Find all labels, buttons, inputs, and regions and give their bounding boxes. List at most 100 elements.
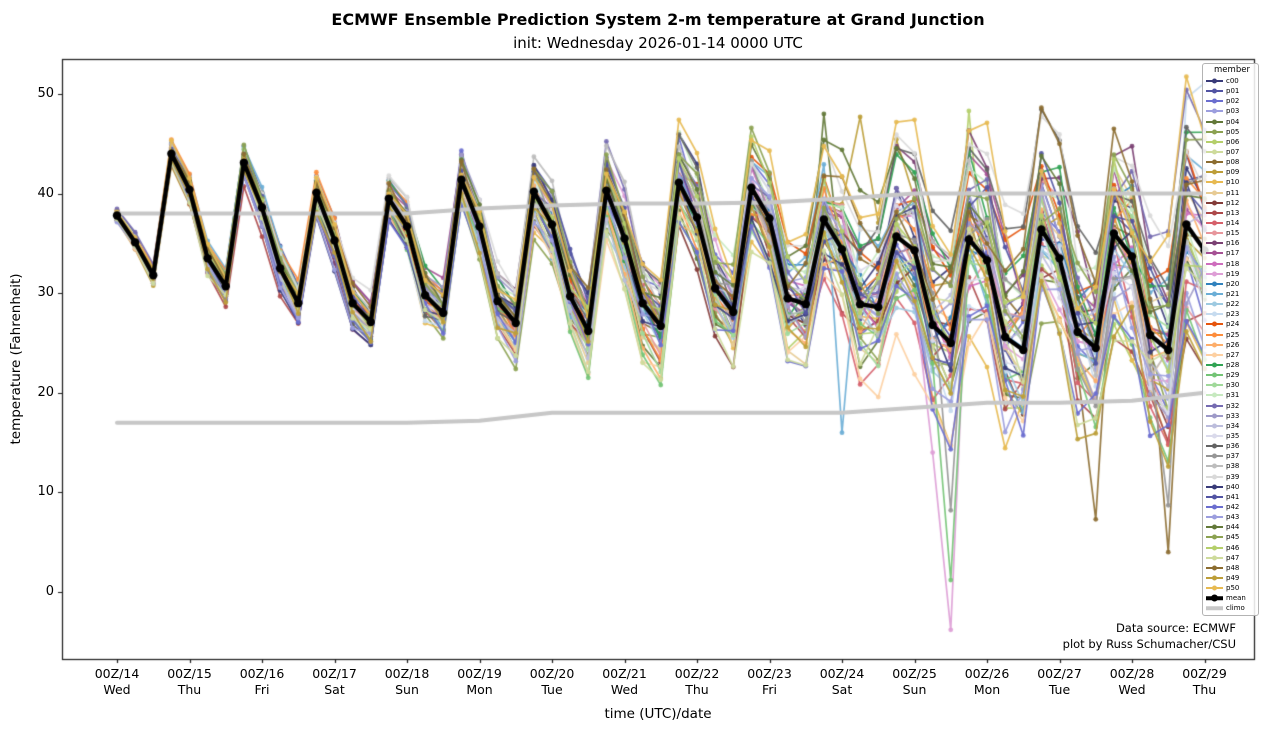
legend-key-line <box>1206 594 1223 603</box>
legend-key-line <box>1206 290 1223 299</box>
legend-key-line <box>1206 168 1223 177</box>
legend-key-line <box>1206 239 1223 248</box>
legend-key-line <box>1206 401 1223 410</box>
legend-key-line <box>1206 563 1223 572</box>
legend-key-line <box>1206 604 1223 613</box>
legend-item-label: p10 <box>1226 178 1240 187</box>
x-tick-utc: 00Z/28 <box>1109 666 1155 681</box>
x-tick-day: Thu <box>1192 682 1217 697</box>
legend-item-label: p37 <box>1226 452 1240 461</box>
x-tick-day: Tue <box>1048 682 1071 697</box>
legend-key-line <box>1206 117 1223 126</box>
legend-item-p21: p21 <box>1206 289 1258 299</box>
legend-item-label: p32 <box>1226 401 1240 410</box>
x-tick-label: 00Z/14 Wed <box>82 666 152 698</box>
legend-key-line <box>1206 573 1223 582</box>
legend-item-p45: p45 <box>1206 532 1258 542</box>
legend-item-p46: p46 <box>1206 542 1258 552</box>
legend-item-label: p34 <box>1226 421 1240 430</box>
legend-item-label: p36 <box>1226 442 1240 451</box>
x-tick-utc: 00Z/22 <box>674 666 720 681</box>
legend-item-climo: climo <box>1206 603 1258 613</box>
legend-item-label: p15 <box>1226 229 1240 238</box>
legend-key-line <box>1206 310 1223 319</box>
x-tick-day: Sun <box>395 682 419 697</box>
legend-item-label: p14 <box>1226 219 1240 228</box>
x-tick-utc: 00Z/18 <box>384 666 430 681</box>
legend-item-p29: p29 <box>1206 370 1258 380</box>
legend-key-line <box>1206 492 1223 501</box>
legend-key-line <box>1206 158 1223 167</box>
legend-key-line <box>1206 523 1223 532</box>
legend-key-line <box>1206 259 1223 268</box>
legend-key-line <box>1206 533 1223 542</box>
legend-item-label: p23 <box>1226 310 1240 319</box>
legend-key-line <box>1206 442 1223 451</box>
legend-item-label: mean <box>1226 594 1246 603</box>
data-source-note: Data source: ECMWF plot by Russ Schumach… <box>1063 620 1236 652</box>
x-tick-day: Wed <box>610 682 639 697</box>
legend-item-p38: p38 <box>1206 461 1258 471</box>
x-tick-label: 00Z/25 Sun <box>880 666 950 698</box>
x-tick-utc: 00Z/29 <box>1182 666 1227 681</box>
legend-key-line <box>1206 137 1223 146</box>
legend-item-label: p06 <box>1226 137 1240 146</box>
legend-item-label: p12 <box>1226 198 1240 207</box>
legend-key-line <box>1206 77 1223 86</box>
legend-item-label: p20 <box>1226 279 1240 288</box>
legend-key-line <box>1206 472 1223 481</box>
legend-key-line <box>1206 300 1223 309</box>
legend-item-p26: p26 <box>1206 340 1258 350</box>
legend-item-label: p38 <box>1226 462 1240 471</box>
chart-title: ECMWF Ensemble Prediction System 2-m tem… <box>331 10 985 29</box>
legend-key-line <box>1206 361 1223 370</box>
x-tick-utc: 00Z/25 <box>892 666 937 681</box>
legend-item-p41: p41 <box>1206 492 1258 502</box>
legend-key-line <box>1206 229 1223 238</box>
x-tick-utc: 00Z/21 <box>602 666 647 681</box>
x-tick-utc: 00Z/14 <box>94 666 140 681</box>
legend-item-p20: p20 <box>1206 279 1258 289</box>
legend-key-line <box>1206 219 1223 228</box>
legend-item-p33: p33 <box>1206 411 1258 421</box>
x-tick-label: 00Z/21 Wed <box>590 666 660 698</box>
legend-item-p32: p32 <box>1206 401 1258 411</box>
legend-item-p16: p16 <box>1206 238 1258 248</box>
y-tick-label: 0 <box>45 584 54 599</box>
legend-item-label: p13 <box>1226 208 1240 217</box>
legend-key-line <box>1206 340 1223 349</box>
legend: member c00 p01 p02 p03 p04 p05 p06 p07 p08 p09 p10… <box>1202 63 1259 616</box>
legend-item-label: p27 <box>1226 350 1240 359</box>
x-tick-label: 00Z/16 Fri <box>227 666 297 698</box>
x-tick-label: 00Z/22 Thu <box>662 666 732 698</box>
legend-key-line <box>1206 320 1223 329</box>
legend-item-label: p02 <box>1226 97 1240 106</box>
legend-key-line <box>1206 188 1223 197</box>
legend-item-label: p30 <box>1226 381 1240 390</box>
y-tick-label: 40 <box>37 185 54 201</box>
y-tick-label: 10 <box>37 484 54 500</box>
x-tick-day: Thu <box>177 682 202 697</box>
legend-item-p47: p47 <box>1206 553 1258 563</box>
x-tick-label: 00Z/27 Tue <box>1025 666 1095 698</box>
legend-item-p04: p04 <box>1206 117 1258 127</box>
legend-item-label: p50 <box>1226 584 1240 593</box>
legend-item-label: p39 <box>1226 472 1240 481</box>
legend-key-line <box>1206 431 1223 440</box>
legend-item-label: p49 <box>1226 573 1240 582</box>
legend-item-p24: p24 <box>1206 319 1258 329</box>
legend-item-p19: p19 <box>1206 269 1258 279</box>
x-tick-utc: 00Z/16 <box>239 666 285 681</box>
legend-item-label: p29 <box>1226 371 1240 380</box>
legend-item-label: p33 <box>1226 411 1240 420</box>
legend-item-label: p35 <box>1226 431 1240 440</box>
legend-item-p14: p14 <box>1206 218 1258 228</box>
x-tick-utc: 00Z/23 <box>747 666 792 681</box>
legend-key-line <box>1206 178 1223 187</box>
x-tick-label: 00Z/23 Fri <box>735 666 805 698</box>
x-tick-day: Sat <box>831 682 853 697</box>
legend-item-p10: p10 <box>1206 177 1258 187</box>
legend-item-p31: p31 <box>1206 390 1258 400</box>
